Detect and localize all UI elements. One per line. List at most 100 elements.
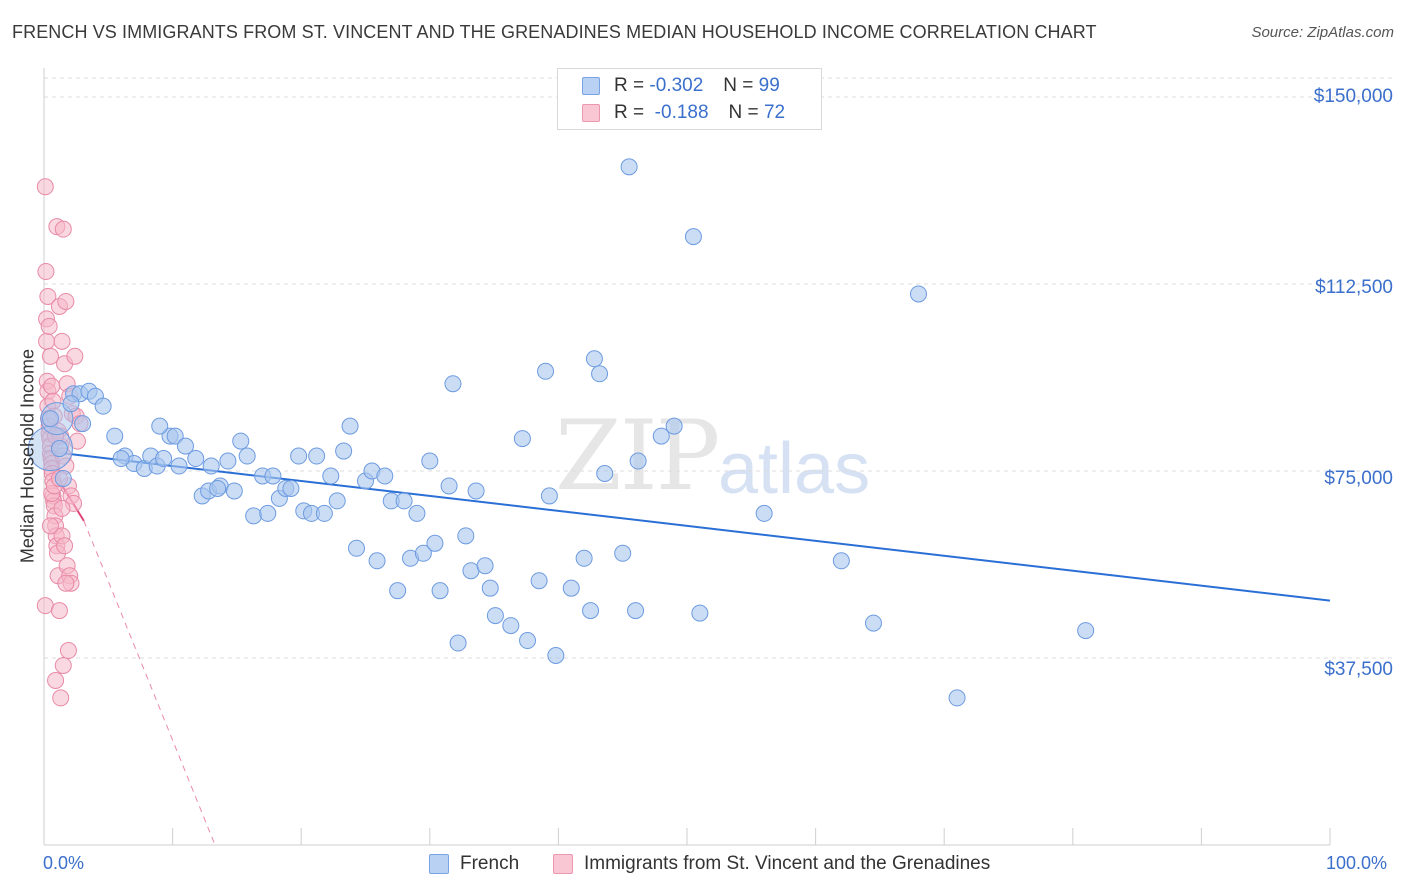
data-point-immigrants bbox=[43, 377, 61, 395]
data-point-french bbox=[582, 602, 600, 620]
data-point-french bbox=[395, 492, 413, 510]
data-point-french bbox=[755, 504, 773, 522]
data-point-french bbox=[948, 689, 966, 707]
data-point-french bbox=[335, 442, 353, 460]
watermark-atlas: atlas bbox=[718, 429, 871, 509]
correlation-legend: R = -0.302 N = 99 R = -0.188 N = 72 bbox=[557, 68, 822, 130]
data-point-french bbox=[176, 437, 194, 455]
legend-n-value: 99 bbox=[758, 75, 780, 96]
data-point-french bbox=[596, 464, 614, 482]
data-point-french bbox=[627, 602, 645, 620]
legend-r-value: -0.188 bbox=[654, 102, 709, 123]
data-point-french bbox=[54, 469, 72, 487]
data-point-french bbox=[94, 397, 112, 415]
data-point-french bbox=[562, 579, 580, 597]
data-point-french bbox=[408, 504, 426, 522]
data-point-french bbox=[537, 362, 555, 380]
data-point-french bbox=[238, 447, 256, 465]
data-point-french bbox=[1077, 622, 1095, 640]
data-point-french bbox=[389, 582, 407, 600]
data-point-french bbox=[50, 440, 68, 458]
data-point-french bbox=[652, 427, 670, 445]
data-point-immigrants bbox=[57, 574, 75, 592]
data-point-immigrants bbox=[38, 332, 56, 350]
data-point-french bbox=[665, 417, 683, 435]
x-tick-label-max: 100.0% bbox=[1326, 853, 1388, 873]
data-point-immigrants bbox=[50, 602, 68, 620]
french-trend-line bbox=[43, 450, 1331, 602]
immigrants-trend-extension bbox=[83, 520, 216, 846]
data-point-french bbox=[170, 457, 188, 475]
legend-n-label: N = bbox=[728, 102, 759, 123]
data-point-french bbox=[540, 487, 558, 505]
data-point-french bbox=[431, 582, 449, 600]
data-point-french bbox=[232, 432, 250, 450]
data-point-french bbox=[440, 477, 458, 495]
data-point-french bbox=[106, 427, 124, 445]
data-point-french bbox=[547, 647, 565, 665]
data-point-french bbox=[202, 457, 220, 475]
gridlines bbox=[44, 77, 1394, 659]
data-point-french bbox=[530, 572, 548, 590]
data-point-french bbox=[909, 285, 927, 303]
data-point-immigrants bbox=[39, 287, 57, 305]
data-point-french bbox=[629, 452, 647, 470]
data-point-french bbox=[614, 544, 632, 562]
data-point-french bbox=[575, 549, 593, 567]
data-point-immigrants bbox=[41, 347, 59, 365]
y-tick-label: $37,500 bbox=[1324, 659, 1393, 680]
data-point-french bbox=[476, 557, 494, 575]
data-point-french bbox=[155, 450, 173, 468]
data-point-french bbox=[341, 417, 359, 435]
data-point-french bbox=[832, 552, 850, 570]
data-point-immigrants bbox=[56, 537, 74, 555]
series-swatch-pink bbox=[553, 854, 573, 874]
data-point-immigrants bbox=[52, 689, 70, 707]
legend-swatch-blue bbox=[582, 77, 600, 95]
data-point-immigrants bbox=[54, 656, 72, 674]
data-point-immigrants bbox=[40, 317, 58, 335]
legend-n-label: N = bbox=[723, 75, 754, 96]
source-label: Source: ZipAtlas.com bbox=[1251, 24, 1394, 41]
data-point-french bbox=[62, 395, 80, 413]
data-point-french bbox=[151, 417, 169, 435]
data-point-french bbox=[414, 544, 432, 562]
data-point-immigrants bbox=[59, 642, 77, 660]
data-point-french bbox=[282, 479, 300, 497]
data-point-immigrants bbox=[53, 332, 71, 350]
legend-r-value: -0.302 bbox=[649, 75, 704, 96]
legend-row-immigrants: R = -0.188 N = 72 bbox=[582, 101, 785, 125]
series-label-immigrants: Immigrants from St. Vincent and the Gren… bbox=[584, 853, 991, 874]
data-point-french bbox=[426, 534, 444, 552]
legend-r-label: R = bbox=[614, 75, 645, 96]
data-point-french bbox=[513, 430, 531, 448]
data-point-french bbox=[502, 617, 520, 635]
trend-lines bbox=[43, 450, 1331, 846]
data-point-french bbox=[691, 604, 709, 622]
data-point-french bbox=[328, 492, 346, 510]
data-point-french bbox=[376, 467, 394, 485]
data-point-french bbox=[486, 607, 504, 625]
data-point-french bbox=[519, 632, 537, 650]
y-tick-label: $112,500 bbox=[1315, 277, 1393, 298]
axes bbox=[43, 68, 1331, 846]
data-point-french bbox=[457, 527, 475, 545]
data-point-french bbox=[225, 482, 243, 500]
data-point-french bbox=[481, 579, 499, 597]
data-point-french bbox=[308, 447, 326, 465]
data-point-french bbox=[264, 467, 282, 485]
data-point-french bbox=[290, 447, 308, 465]
data-point-french bbox=[467, 482, 485, 500]
series-swatch-blue bbox=[429, 854, 449, 874]
data-point-immigrants bbox=[41, 517, 59, 535]
x-tick-label-min: 0.0% bbox=[43, 853, 85, 873]
data-point-french bbox=[315, 504, 333, 522]
series-label-french: French bbox=[460, 853, 520, 874]
data-point-immigrants bbox=[37, 263, 55, 281]
data-point-french bbox=[322, 467, 340, 485]
legend-r-label: R = bbox=[614, 102, 645, 123]
data-point-french bbox=[187, 450, 205, 468]
data-point-french bbox=[112, 450, 130, 468]
chart-title: FRENCH VS IMMIGRANTS FROM ST. VINCENT AN… bbox=[12, 22, 1097, 42]
